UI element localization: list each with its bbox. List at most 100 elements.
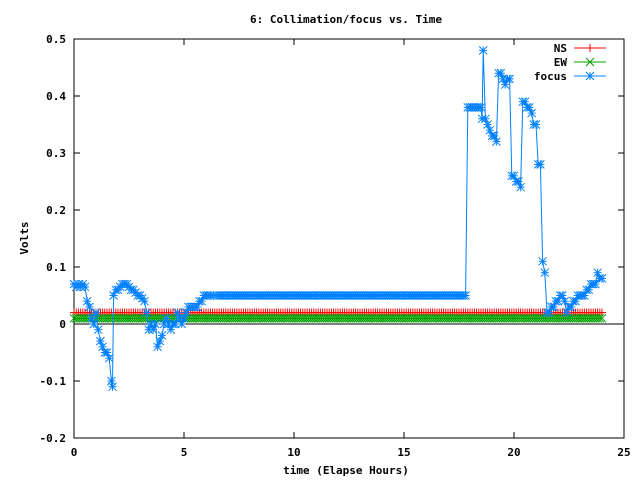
data-point-focus xyxy=(492,137,501,146)
data-point-ew xyxy=(294,313,303,323)
data-point-ew xyxy=(566,313,576,323)
y-tick-label: -0.1 xyxy=(40,375,67,388)
data-point-ew xyxy=(582,313,591,323)
data-point-focus xyxy=(516,182,525,192)
data-point-ew xyxy=(239,313,248,323)
data-point-ew xyxy=(503,313,512,323)
data-point-ew xyxy=(487,313,497,323)
data-point-ew xyxy=(324,313,334,323)
data-point-ew xyxy=(258,313,268,323)
data-point-ew xyxy=(496,313,506,323)
data-point-focus xyxy=(591,279,600,289)
y-tick-label: 0.4 xyxy=(46,90,66,103)
data-point-ew xyxy=(118,313,127,323)
data-point-ew xyxy=(115,313,125,323)
data-point-ew xyxy=(445,313,455,323)
y-tick-label: 0.2 xyxy=(46,204,66,217)
data-point-ew xyxy=(423,313,433,323)
x-tick-label: 0 xyxy=(71,446,78,459)
data-point-ew xyxy=(386,313,396,323)
data-point-ew xyxy=(346,313,356,323)
data-point-ew xyxy=(558,313,567,323)
data-point-ew xyxy=(199,313,209,323)
legend-label-focus: focus xyxy=(534,70,567,83)
data-point-ew xyxy=(382,313,391,323)
data-point-ew xyxy=(360,313,369,323)
data-point-focus xyxy=(192,302,202,312)
data-point-ew xyxy=(549,313,558,323)
legend-label-ew: EW xyxy=(554,56,568,69)
data-point-ew xyxy=(192,313,202,323)
data-point-ew xyxy=(476,313,486,323)
data-point-ew xyxy=(459,313,468,323)
data-point-ew xyxy=(329,313,338,323)
data-point-ew xyxy=(316,313,325,323)
data-point-ew xyxy=(463,313,473,323)
data-point-ew xyxy=(241,313,250,323)
data-point-ew xyxy=(261,313,270,323)
data-point-ew xyxy=(113,313,123,323)
data-point-ew xyxy=(210,313,220,323)
data-point-ew xyxy=(439,313,448,323)
data-point-ew xyxy=(76,313,85,323)
data-point-ew xyxy=(236,313,246,323)
data-point-ew xyxy=(395,313,404,323)
chart-title: 6: Collimation/focus vs. Time xyxy=(250,13,442,26)
data-point-ew xyxy=(221,313,231,323)
data-point-focus xyxy=(140,296,149,306)
data-point-ew xyxy=(228,313,237,323)
x-tick-label: 20 xyxy=(507,446,520,459)
data-point-ew xyxy=(107,313,116,323)
data-point-ew xyxy=(214,313,224,323)
data-point-ew xyxy=(190,313,200,323)
data-point-ew xyxy=(274,313,283,323)
data-point-ew xyxy=(426,313,435,323)
data-point-ew xyxy=(399,313,409,323)
data-point-focus xyxy=(107,376,116,386)
data-point-focus xyxy=(560,296,569,306)
data-point-ew xyxy=(71,313,81,323)
data-point-focus xyxy=(108,382,117,392)
data-point-ew xyxy=(102,313,112,323)
data-point-ew xyxy=(82,313,92,323)
data-point-ew xyxy=(404,313,413,323)
data-point-focus xyxy=(151,319,160,329)
data-point-ew xyxy=(78,313,88,323)
data-point-ew xyxy=(375,313,385,323)
data-point-ew xyxy=(465,313,475,323)
plot-area: 0 5 10 15 20 25 -0.2 -0.1 0 0.1 0.2 0.3 0.4 0.5 xyxy=(40,33,631,459)
x-axis-label: time (Elapse Hours) xyxy=(283,464,409,477)
data-point-ew xyxy=(379,313,389,323)
data-point-ew xyxy=(551,313,561,323)
data-point-ew xyxy=(489,313,499,323)
data-point-ew xyxy=(441,313,451,323)
data-point-ew xyxy=(373,313,382,323)
data-point-ew xyxy=(272,313,281,323)
plot-frame xyxy=(73,38,625,439)
data-point-ew xyxy=(135,313,145,323)
data-point-ew xyxy=(364,313,374,323)
data-point-focus xyxy=(540,268,550,278)
data-point-ew xyxy=(428,313,437,323)
data-point-focus xyxy=(91,308,101,317)
data-point-ew xyxy=(593,313,602,323)
legend-marker-ew xyxy=(585,57,595,67)
data-point-ew xyxy=(357,313,367,323)
data-point-ew xyxy=(417,313,426,323)
data-point-ew xyxy=(318,313,327,323)
data-point-ew xyxy=(225,313,235,323)
data-point-ew xyxy=(338,313,347,323)
data-point-focus xyxy=(536,160,545,169)
data-point-ns xyxy=(598,308,606,317)
data-point-ew xyxy=(536,313,545,323)
x-tick-label: 10 xyxy=(287,446,300,459)
series-markers-focus xyxy=(69,46,607,392)
data-point-ew xyxy=(245,313,255,323)
data-point-ew xyxy=(412,313,422,323)
data-point-ew xyxy=(342,313,352,323)
data-point-ew xyxy=(511,313,521,323)
data-point-ew xyxy=(212,313,222,323)
data-point-ew xyxy=(313,313,323,323)
